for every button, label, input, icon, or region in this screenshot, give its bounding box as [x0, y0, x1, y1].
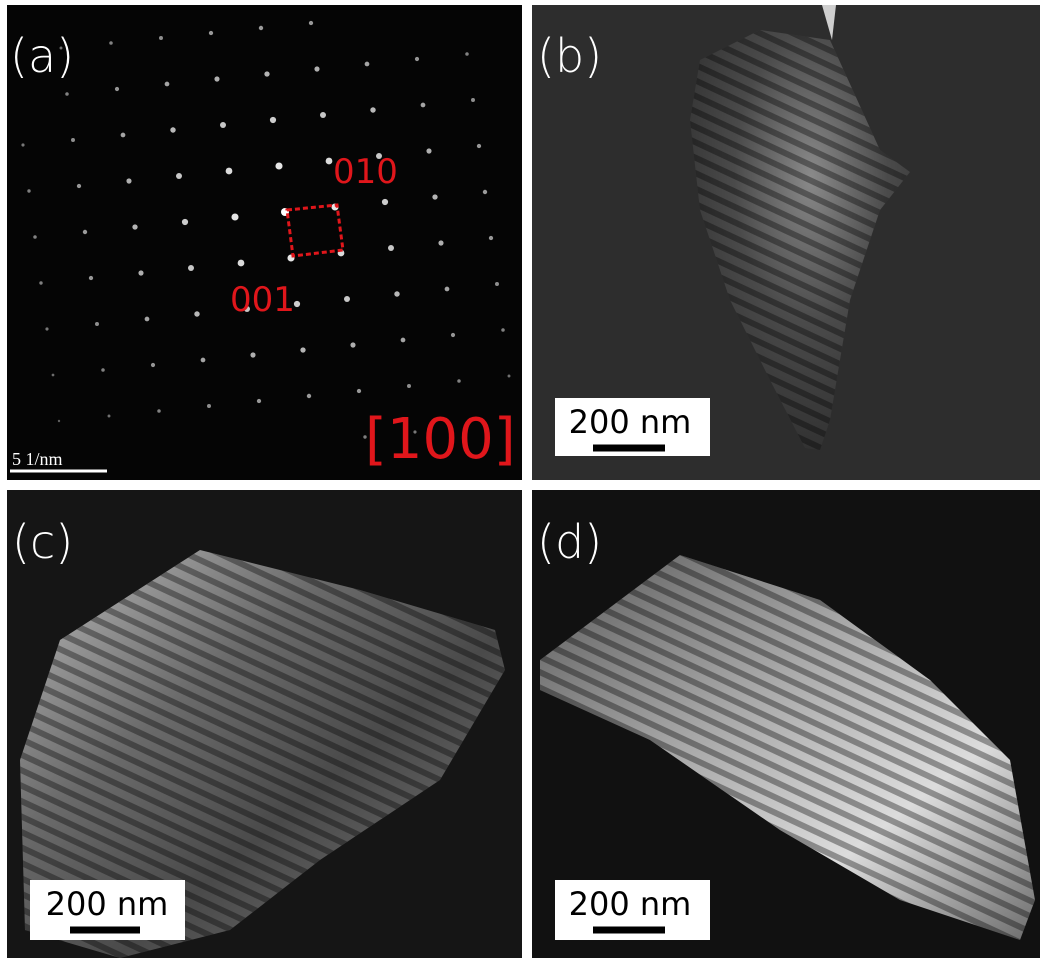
spot	[407, 384, 411, 388]
spot	[21, 143, 24, 146]
spot	[438, 240, 443, 245]
spot	[388, 245, 394, 251]
spot	[270, 117, 276, 123]
spot	[101, 368, 105, 372]
panel-c: (c) 200 nm	[7, 490, 522, 958]
spot	[209, 31, 213, 35]
spot	[151, 363, 155, 367]
spot	[344, 296, 350, 302]
spot	[220, 122, 226, 128]
spot	[83, 230, 87, 234]
spot	[39, 281, 42, 284]
spot	[238, 260, 245, 267]
panel-label: (b)	[537, 29, 602, 83]
spot	[257, 399, 261, 403]
spot	[65, 92, 69, 96]
spot	[182, 219, 188, 225]
spot	[457, 379, 461, 383]
spot	[138, 270, 143, 275]
spot	[365, 62, 370, 67]
spot	[264, 71, 269, 76]
panel-label: (c)	[12, 515, 73, 569]
spot	[157, 409, 161, 413]
spot	[132, 224, 137, 229]
spot	[207, 404, 211, 408]
scale-bar-label: 200 nm	[569, 403, 692, 441]
spot	[382, 199, 388, 205]
annotation: 010	[333, 152, 398, 192]
zone-axis: [100]	[365, 407, 516, 472]
spot	[58, 420, 60, 422]
spot	[259, 26, 263, 30]
spot	[326, 158, 333, 165]
spot	[432, 194, 437, 199]
spot	[89, 276, 93, 280]
spot	[451, 333, 455, 337]
spot	[300, 347, 305, 352]
spot	[320, 112, 326, 118]
spot	[188, 265, 194, 271]
spot	[350, 342, 355, 347]
spot	[27, 189, 30, 192]
spot	[71, 138, 75, 142]
panel-label: (d)	[537, 515, 602, 569]
spot	[201, 358, 206, 363]
scale-bar-label: 5 1/nm	[12, 449, 63, 469]
spot	[401, 338, 406, 343]
spot	[115, 87, 119, 91]
spot	[495, 282, 499, 286]
spot	[426, 148, 431, 153]
spot	[214, 76, 219, 81]
spot	[165, 82, 170, 87]
page: (a) 010 001 [100] 5 1/nm (b) 200 nm (c) …	[0, 0, 1044, 958]
panel-label: (a)	[10, 29, 74, 83]
spot	[307, 394, 311, 398]
spot	[477, 144, 481, 148]
spot	[159, 36, 163, 40]
spot	[77, 184, 81, 188]
spot	[394, 291, 399, 296]
spot	[465, 52, 469, 56]
spot	[194, 311, 199, 316]
figure: (a) 010 001 [100] 5 1/nm (b) 200 nm (c) …	[0, 0, 1044, 958]
spot	[370, 107, 375, 112]
spot	[501, 328, 505, 332]
spot	[145, 317, 150, 322]
spot	[309, 21, 313, 25]
panel-a: (a) 010 001 [100] 5 1/nm	[7, 5, 522, 480]
scale-bar-label: 200 nm	[46, 885, 169, 923]
spot	[314, 66, 319, 71]
spot	[52, 374, 55, 377]
scale-bar-label: 200 nm	[569, 885, 692, 923]
spot	[471, 98, 475, 102]
annotation: 001	[230, 280, 295, 320]
spot	[226, 168, 233, 175]
spot	[508, 375, 511, 378]
spot	[109, 41, 113, 45]
spot	[126, 178, 131, 183]
spot	[489, 236, 493, 240]
spot	[108, 415, 111, 418]
spot	[275, 162, 282, 169]
spot	[33, 235, 37, 239]
spot	[231, 213, 238, 220]
panel-d: (d) 200 nm	[532, 490, 1040, 958]
spot	[421, 103, 426, 108]
panel-b: (b) 200 nm	[532, 5, 1040, 480]
spot	[250, 352, 255, 357]
spot	[445, 287, 450, 292]
spot	[45, 327, 48, 330]
spot	[415, 57, 419, 61]
spot	[357, 389, 361, 393]
spot	[483, 190, 487, 194]
spot	[121, 133, 126, 138]
spot	[170, 127, 175, 132]
spot	[176, 173, 182, 179]
spot	[95, 322, 99, 326]
